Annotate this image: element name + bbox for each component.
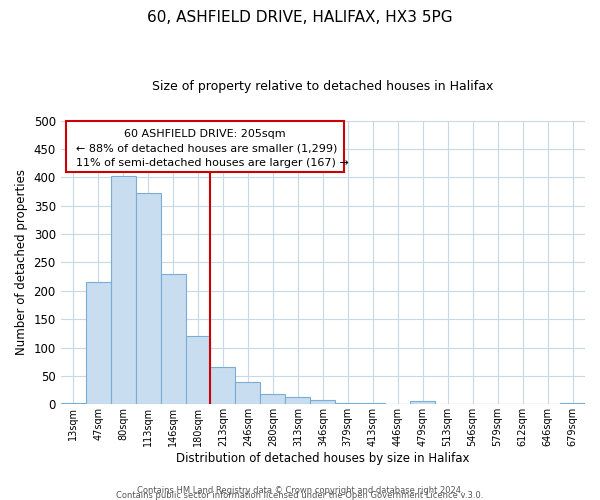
Bar (161, 274, 185, 404)
Bar (410, 401, 435, 404)
Bar (61, 402, 86, 404)
Text: 11% of semi-detached houses are larger (167) →: 11% of semi-detached houses are larger (… (76, 158, 349, 168)
Bar (136, 193, 161, 404)
X-axis label: Distribution of detached houses by size in Halifax: Distribution of detached houses by size … (176, 452, 470, 465)
Bar (286, 398, 310, 404)
Bar (86, 282, 110, 405)
Bar (360, 403, 385, 404)
Text: 60 ASHFIELD DRIVE: 205sqm: 60 ASHFIELD DRIVE: 205sqm (124, 129, 286, 139)
Bar (235, 382, 260, 404)
Title: Size of property relative to detached houses in Halifax: Size of property relative to detached ho… (152, 80, 494, 93)
Bar (260, 394, 286, 404)
Text: Contains HM Land Registry data © Crown copyright and database right 2024.: Contains HM Land Registry data © Crown c… (137, 486, 463, 495)
Text: ← 88% of detached houses are smaller (1,299): ← 88% of detached houses are smaller (1,… (76, 144, 338, 154)
Bar (310, 400, 335, 404)
Y-axis label: Number of detached properties: Number of detached properties (15, 170, 28, 356)
Text: 60, ASHFIELD DRIVE, HALIFAX, HX3 5PG: 60, ASHFIELD DRIVE, HALIFAX, HX3 5PG (147, 10, 453, 25)
Bar (211, 368, 235, 405)
Bar (110, 176, 136, 404)
Bar (185, 336, 211, 404)
Bar (335, 402, 360, 404)
FancyBboxPatch shape (66, 120, 344, 172)
Text: Contains public sector information licensed under the Open Government Licence v.: Contains public sector information licen… (116, 491, 484, 500)
Bar (560, 403, 585, 404)
